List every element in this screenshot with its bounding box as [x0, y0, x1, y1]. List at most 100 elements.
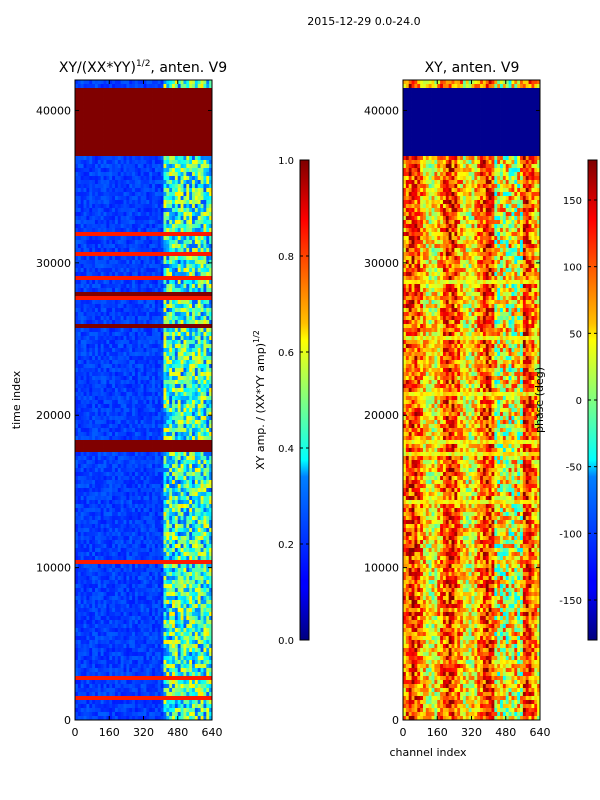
heatmap-cell — [83, 240, 87, 245]
heatmap-cell — [117, 152, 122, 157]
heatmap-cell — [163, 396, 167, 401]
heatmap-cell — [92, 388, 96, 393]
heatmap-cell — [109, 264, 113, 269]
heatmap-cell — [80, 144, 84, 149]
heatmap-cell — [186, 160, 190, 165]
heatmap-cell — [94, 248, 99, 253]
heatmap-cell — [77, 296, 82, 301]
heatmap-cell — [174, 452, 179, 457]
heatmap-cell — [117, 212, 122, 217]
heatmap-cell — [134, 124, 139, 129]
heatmap-cell — [197, 392, 201, 397]
heatmap-cell — [143, 128, 147, 133]
heatmap-cell — [126, 436, 130, 441]
heatmap-cell — [146, 396, 150, 401]
heatmap-cell — [154, 304, 159, 309]
heatmap-cell — [106, 476, 110, 481]
heatmap-cell — [206, 292, 210, 297]
heatmap-cell — [120, 100, 124, 105]
heatmap-cell — [83, 288, 87, 293]
heatmap-cell — [109, 324, 113, 329]
heatmap-cell — [177, 276, 181, 281]
heatmap-cell — [114, 244, 119, 249]
heatmap-cell — [94, 448, 99, 453]
heatmap-cell — [160, 244, 164, 249]
heatmap-cell — [194, 128, 199, 133]
heatmap-cell — [143, 204, 147, 209]
heatmap-cell — [80, 128, 84, 133]
heatmap-cell — [163, 320, 167, 325]
heatmap-cell — [112, 168, 116, 173]
heatmap-cell — [123, 100, 127, 105]
heatmap-cell — [157, 420, 162, 425]
heatmap-cell — [140, 300, 144, 305]
heatmap-cell — [183, 84, 187, 89]
heatmap-cell — [132, 128, 136, 133]
heatmap-cell — [75, 156, 79, 161]
heatmap-cell — [129, 256, 133, 261]
heatmap-cell — [174, 84, 179, 89]
heatmap-cell — [134, 416, 139, 421]
heatmap-cell — [192, 428, 196, 433]
heatmap-cell — [112, 468, 116, 473]
heatmap-cell — [140, 84, 144, 89]
heatmap-cell — [206, 324, 210, 329]
heatmap-cell — [163, 428, 167, 433]
heatmap-cell — [143, 428, 147, 433]
heatmap-cell — [206, 100, 210, 105]
heatmap-cell — [97, 176, 102, 181]
heatmap-cell — [120, 376, 124, 381]
heatmap-cell — [137, 132, 142, 137]
heatmap-cell — [109, 316, 113, 321]
heatmap-cell — [100, 252, 104, 257]
heatmap-cell — [172, 188, 176, 193]
heatmap-cell — [146, 184, 150, 189]
heatmap-cell — [77, 412, 82, 417]
heatmap-cell — [209, 312, 213, 317]
heatmap-cell — [100, 360, 104, 365]
heatmap-cell — [132, 348, 136, 353]
heatmap-cell — [160, 396, 164, 401]
heatmap-cell — [134, 328, 139, 333]
heatmap-cell — [126, 232, 130, 237]
heatmap-cell — [80, 160, 84, 165]
heatmap-cell — [100, 448, 104, 453]
heatmap-cell — [92, 380, 96, 385]
heatmap-cell — [134, 240, 139, 245]
heatmap-cell — [154, 264, 159, 269]
heatmap-cell — [143, 216, 147, 221]
heatmap-cell — [172, 412, 176, 417]
heatmap-cell — [149, 400, 153, 405]
heatmap-cell — [200, 440, 204, 445]
heatmap-cell — [206, 456, 210, 461]
heatmap-cell — [203, 164, 207, 169]
heatmap-cell — [209, 232, 213, 237]
heatmap-cell — [97, 224, 102, 229]
heatmap-cell — [129, 352, 133, 357]
heatmap-row — [75, 136, 213, 141]
heatmap-cell — [203, 248, 207, 253]
heatmap-cell — [157, 460, 162, 465]
heatmap-cell — [194, 276, 199, 281]
heatmap-cell — [97, 112, 102, 117]
heatmap-cell — [103, 420, 107, 425]
heatmap-cell — [209, 236, 213, 241]
heatmap-cell — [177, 148, 181, 153]
heatmap-cell — [134, 236, 139, 241]
heatmap-cell — [157, 232, 162, 237]
heatmap-cell — [106, 400, 110, 405]
heatmap-cell — [157, 152, 162, 157]
heatmap-cell — [149, 480, 153, 485]
heatmap-cell — [126, 84, 130, 89]
heatmap-cell — [92, 108, 96, 113]
heatmap-cell — [86, 480, 90, 485]
heatmap-cell — [192, 308, 196, 313]
heatmap-cell — [186, 324, 190, 329]
heatmap-cell — [180, 468, 184, 473]
heatmap-cell — [117, 124, 122, 129]
heatmap-cell — [203, 160, 207, 165]
heatmap-cell — [194, 260, 199, 265]
heatmap-cell — [117, 204, 122, 209]
heatmap-cell — [100, 84, 104, 89]
heatmap-cell — [92, 348, 96, 353]
